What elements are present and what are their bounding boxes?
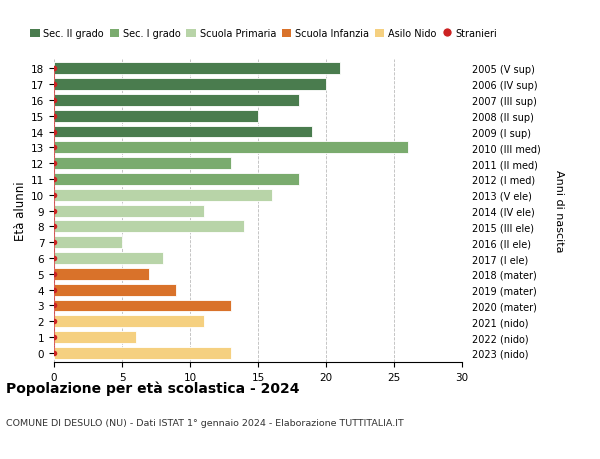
Bar xyxy=(54,221,244,233)
Bar xyxy=(54,237,122,249)
Bar xyxy=(54,316,203,328)
Bar xyxy=(54,347,231,359)
Bar xyxy=(54,284,176,296)
Y-axis label: Anni di nascita: Anni di nascita xyxy=(554,170,565,252)
Text: Popolazione per età scolastica - 2024: Popolazione per età scolastica - 2024 xyxy=(6,381,299,396)
Y-axis label: Età alunni: Età alunni xyxy=(14,181,27,241)
Bar xyxy=(54,79,326,91)
Bar xyxy=(54,331,136,343)
Legend: Sec. II grado, Sec. I grado, Scuola Primaria, Scuola Infanzia, Asilo Nido, Stran: Sec. II grado, Sec. I grado, Scuola Prim… xyxy=(26,25,501,43)
Bar xyxy=(54,269,149,280)
Bar xyxy=(54,158,231,170)
Bar xyxy=(54,95,299,106)
Bar xyxy=(54,252,163,264)
Bar xyxy=(54,300,231,312)
Bar xyxy=(54,174,299,185)
Bar xyxy=(54,142,407,154)
Text: COMUNE DI DESULO (NU) - Dati ISTAT 1° gennaio 2024 - Elaborazione TUTTITALIA.IT: COMUNE DI DESULO (NU) - Dati ISTAT 1° ge… xyxy=(6,418,404,427)
Bar xyxy=(54,63,340,75)
Bar xyxy=(54,205,203,217)
Bar xyxy=(54,190,272,202)
Bar xyxy=(54,111,258,123)
Bar xyxy=(54,126,313,138)
